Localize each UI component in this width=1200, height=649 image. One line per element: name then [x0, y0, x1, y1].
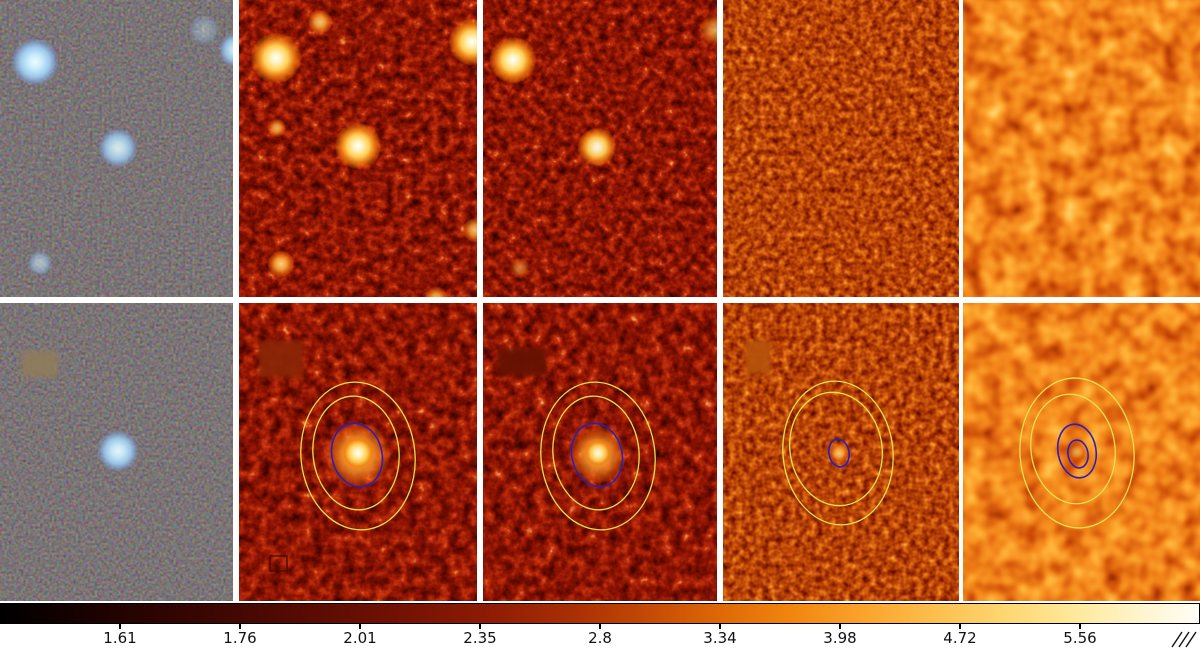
noise-texture [483, 303, 717, 601]
frame-5-bottom[interactable] [963, 303, 1200, 601]
frame-2-top[interactable] [239, 0, 477, 297]
colorbar-tick [359, 624, 361, 629]
noise-texture [239, 303, 477, 601]
colorbar-tick-label: 4.72 [943, 629, 977, 647]
colorbar[interactable] [0, 603, 1200, 624]
colorbar-tick [839, 624, 841, 629]
colorbar-tick-label: 1.61 [103, 629, 137, 647]
frame-4-top[interactable] [723, 0, 959, 297]
frame-5-top[interactable] [963, 0, 1200, 297]
frame-2-bottom[interactable] [239, 303, 477, 601]
frame-1-top[interactable] [0, 0, 233, 297]
colorbar-tick [599, 624, 601, 629]
noise-texture [723, 0, 959, 297]
frame-1-bottom[interactable] [0, 303, 233, 601]
frame-3-top[interactable] [483, 0, 717, 297]
colorbar-tick-label: 3.34 [703, 629, 737, 647]
colorbar-tick [239, 624, 241, 629]
noise-texture [239, 0, 477, 297]
colorbar-tick-label: 1.76 [223, 629, 257, 647]
noise-texture [963, 0, 1200, 297]
colorbar-tick [479, 624, 481, 629]
noise-texture [483, 0, 717, 297]
colorbar-tick-label: 5.56 [1063, 629, 1097, 647]
colorbar-tick-label: 3.98 [823, 629, 857, 647]
colorbar-tick [959, 624, 961, 629]
colorbar-tick [119, 624, 121, 629]
frame-3-bottom[interactable] [483, 303, 717, 601]
colorbar-tick [719, 624, 721, 629]
colorbar-tick [1079, 624, 1081, 629]
noise-texture [0, 0, 233, 297]
diagonal-hatch-icon [1171, 631, 1197, 648]
frame-4-bottom[interactable] [723, 303, 959, 601]
noise-texture [723, 303, 959, 601]
noise-texture [963, 303, 1200, 601]
colorbar-tick-label: 2.8 [588, 629, 612, 647]
colorbar-tick-label: 2.01 [343, 629, 377, 647]
colorbar-tick-label: 2.35 [463, 629, 497, 647]
noise-texture [0, 303, 233, 601]
